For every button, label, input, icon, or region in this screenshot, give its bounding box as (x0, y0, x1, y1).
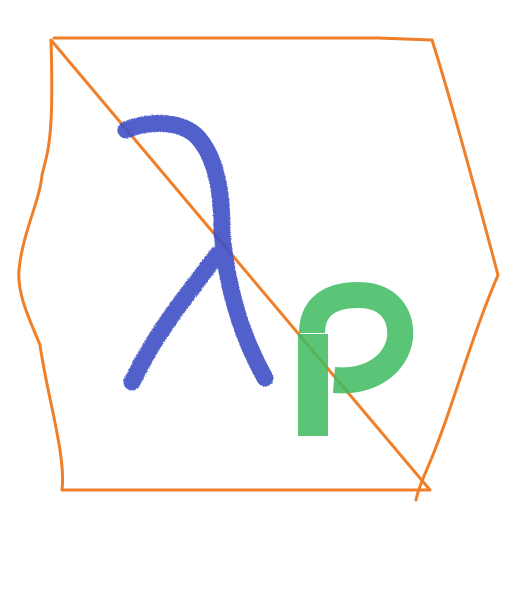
lambda-stroke (117, 114, 274, 391)
p-stroke (298, 281, 414, 436)
hexagon-outline (17, 36, 500, 502)
